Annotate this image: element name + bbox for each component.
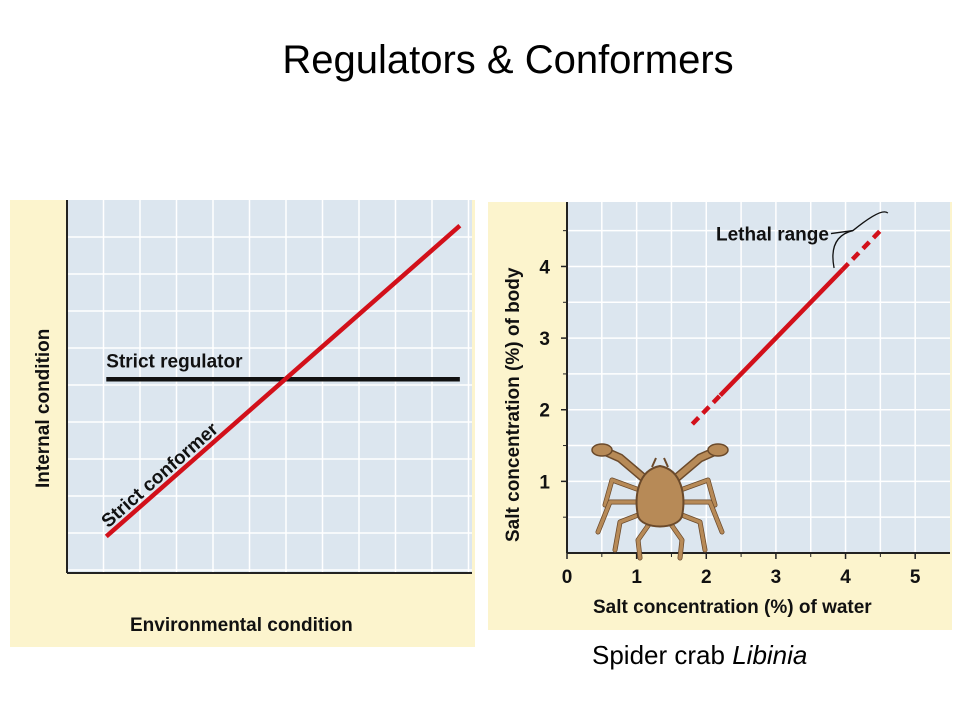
salt-line-dashed-segment bbox=[840, 225, 886, 272]
lethal-range-label: Lethal range bbox=[716, 225, 829, 246]
figure-caption: Spider crab Libinia bbox=[592, 640, 807, 671]
y-tick-label: 2 bbox=[539, 401, 550, 422]
x-tick-label: 3 bbox=[771, 567, 782, 588]
x-tick-label: 2 bbox=[701, 567, 712, 588]
crab-leg bbox=[673, 478, 717, 507]
crab-body bbox=[635, 464, 685, 528]
strict-regulator-label: Strict regulator bbox=[106, 351, 243, 372]
crab-leg bbox=[596, 500, 647, 534]
x-tick-label: 4 bbox=[840, 567, 851, 588]
x-axis-title: Environmental condition bbox=[130, 615, 353, 636]
y-axis-title: Salt concentration (%) of body bbox=[503, 267, 524, 542]
x-tick-label: 5 bbox=[910, 567, 921, 588]
plot-area bbox=[567, 202, 950, 553]
lethal-range-leader bbox=[830, 229, 854, 235]
crab-leg bbox=[666, 518, 684, 560]
slide-title: Regulators & Conformers bbox=[282, 38, 734, 82]
right-chart-panel: 0 1 2 3 4 5 1 2 3 4 Lethal range Salt concentration… bbox=[488, 202, 952, 630]
y-tick-label: 3 bbox=[539, 329, 550, 350]
strict-conformer-line bbox=[104, 224, 462, 539]
x-axis-title: Salt concentration (%) of water bbox=[593, 597, 872, 618]
crab-leg bbox=[673, 500, 724, 534]
caption-text: Spider crab bbox=[592, 640, 725, 670]
lethal-range-brace bbox=[832, 211, 889, 269]
caption-species: Libinia bbox=[732, 640, 808, 670]
crab-leg bbox=[603, 478, 647, 507]
y-tick-label: 4 bbox=[539, 257, 550, 278]
salt-line-solid-segment bbox=[718, 268, 844, 397]
crab-leg bbox=[636, 518, 654, 560]
salt-line-dashed-segment bbox=[690, 393, 722, 426]
crab-pincer-left bbox=[591, 443, 613, 457]
x-tick-label: 0 bbox=[562, 567, 573, 588]
crab-pincer-right bbox=[707, 443, 729, 457]
y-axis-title: Internal condition bbox=[33, 329, 54, 488]
y-tick-label: 1 bbox=[539, 472, 550, 493]
spider-crab-illustration bbox=[591, 443, 729, 561]
left-chart-panel: Strict regulator Strict conformer Environm… bbox=[10, 200, 475, 647]
salt-concentration-chart: 0 1 2 3 4 5 1 2 3 4 Lethal range Salt concentration… bbox=[503, 202, 950, 618]
x-tick-label: 1 bbox=[631, 567, 642, 588]
crab-eyestalks bbox=[651, 457, 669, 468]
